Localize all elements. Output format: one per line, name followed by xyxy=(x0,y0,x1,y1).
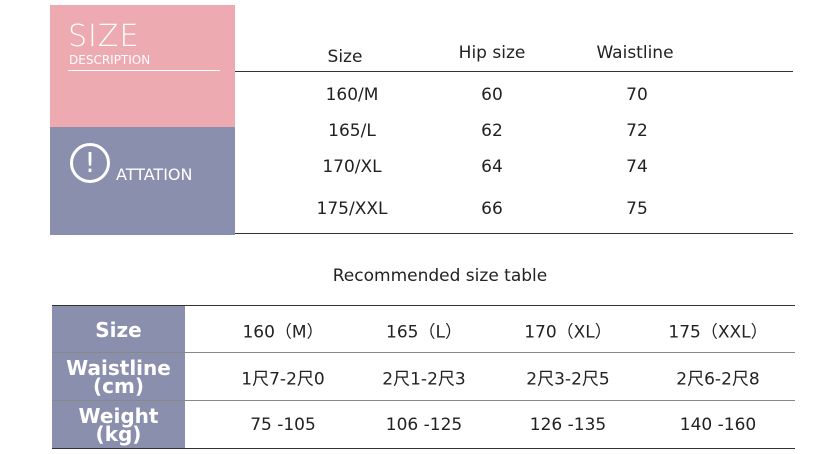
row-label-line: (cm) xyxy=(93,373,144,398)
table-cell: 165（L） xyxy=(386,322,462,343)
row-label: Waistline (cm) xyxy=(52,353,185,400)
table-cell: 70 xyxy=(626,85,648,105)
notice-icon: ! xyxy=(70,143,110,183)
panel-title: SIZE xyxy=(68,19,140,54)
notice-panel: ! ATTATION xyxy=(50,127,235,235)
table-cell: 75 -105 xyxy=(250,415,316,435)
notice-text: ATTATION xyxy=(116,165,193,184)
panel-rule xyxy=(68,70,220,71)
table-cell: 2尺1-2尺3 xyxy=(382,369,466,390)
table-cell: 75 xyxy=(626,199,648,219)
row-label-line: Weight xyxy=(78,403,159,428)
column-header: Waistline xyxy=(596,43,674,63)
table-cell: 175（XXL） xyxy=(668,322,768,343)
row-rule xyxy=(52,352,795,353)
table-cell: 2尺6-2尺8 xyxy=(676,369,760,390)
row-label: Weight (kg) xyxy=(52,401,185,448)
table-cell: 170（XL） xyxy=(524,322,612,343)
section-title: Recommended size table xyxy=(332,266,548,286)
table-cell: 160（M） xyxy=(242,322,324,343)
label-column xyxy=(52,306,185,448)
row-label-line: Size xyxy=(95,317,142,342)
row-label-line: Waistline xyxy=(66,355,171,380)
header-rule xyxy=(235,71,793,72)
row-rule xyxy=(52,305,795,306)
table-cell: 106 -125 xyxy=(385,415,463,435)
table-cell: 62 xyxy=(481,121,503,141)
column-header: Size xyxy=(327,47,363,67)
table-cell: 64 xyxy=(481,157,503,177)
table-cell: 126 -135 xyxy=(529,415,607,435)
panel-subtitle: DESCRIPTION xyxy=(69,53,151,67)
table-cell: 160/M xyxy=(325,85,379,105)
table-cell: 175/XXL xyxy=(316,199,388,219)
table-cell: 165/L xyxy=(328,121,376,141)
table-cell: 60 xyxy=(481,85,503,105)
row-rule xyxy=(52,448,795,449)
pink-panel: SIZE DESCRIPTION xyxy=(50,5,235,127)
column-header: Hip size xyxy=(458,43,526,63)
row-label-line: (kg) xyxy=(95,421,142,446)
table-cell: 170/XL xyxy=(322,157,382,177)
table-cell: 1尺7-2尺0 xyxy=(241,369,325,390)
table-cell: 66 xyxy=(481,199,503,219)
table-cell: 74 xyxy=(626,157,648,177)
row-rule xyxy=(52,400,795,401)
table-cell: 72 xyxy=(626,121,648,141)
table-bottom-rule xyxy=(235,233,793,234)
table-cell: 2尺3-2尺5 xyxy=(526,369,610,390)
table-cell: 140 -160 xyxy=(679,415,757,435)
row-label: Size xyxy=(52,306,185,353)
